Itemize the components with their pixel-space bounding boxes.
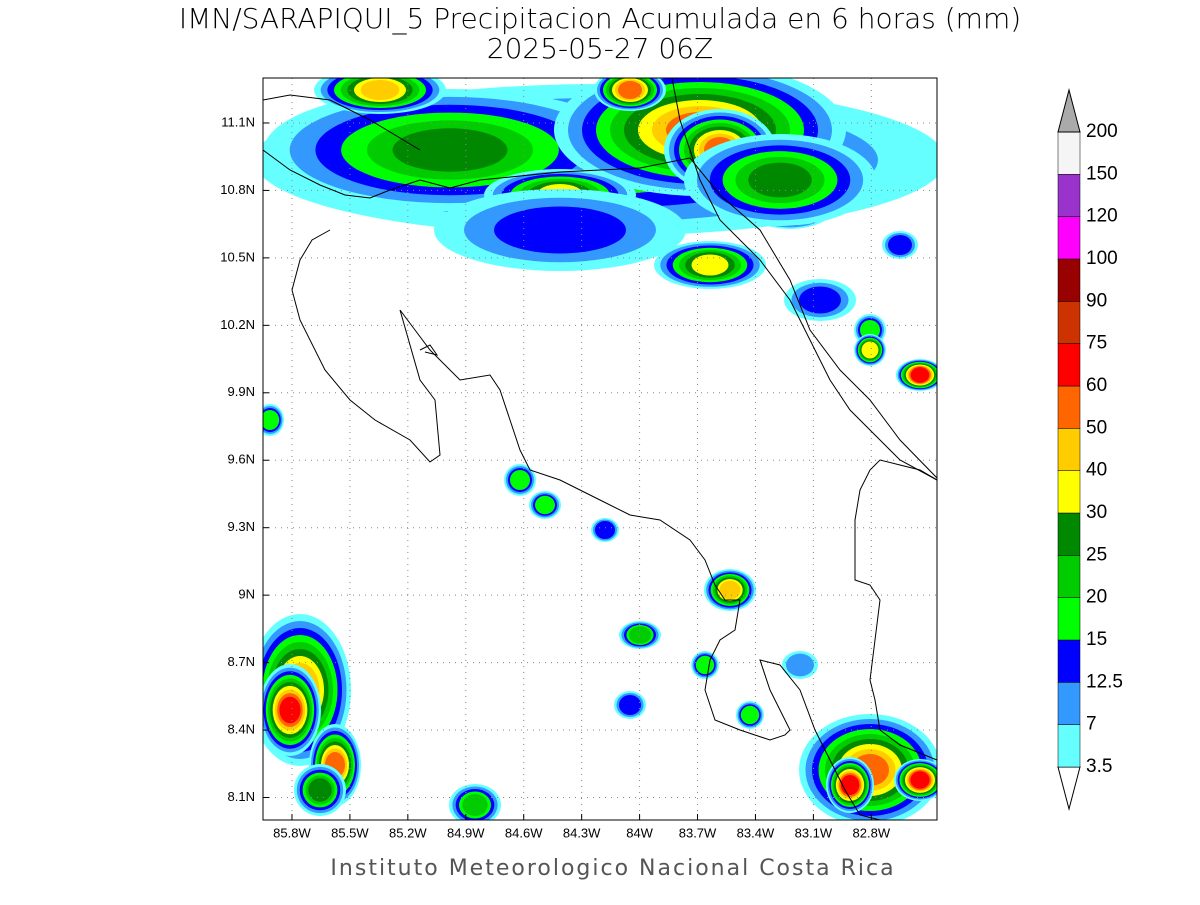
precip-contour: [279, 696, 301, 724]
colorbar-segment: [1057, 470, 1081, 514]
footer: Instituto Meteorologico Nacional Costa R…: [330, 856, 895, 881]
colorbar-label: 50: [1086, 417, 1107, 438]
colorbar-label: 100: [1086, 248, 1118, 269]
y-tick-label: 8.1N: [228, 789, 255, 804]
grid: 85.8W 85.5W 85.2W 84.9W 84.6W 84.3W 84W 83.7W 83…: [220, 78, 937, 840]
precip-contour: [799, 286, 841, 314]
colorbar-label: 25: [1086, 544, 1107, 565]
precip-contour: [719, 580, 741, 600]
x-tick-label: 84.9W: [447, 825, 485, 840]
colorbar-segment: [1057, 301, 1081, 344]
colorbar-label: 75: [1086, 333, 1107, 354]
colorbar: 3.5 7 12.5 15 20 25 30 40 50 60 75 90 100 120 150 200: [1057, 88, 1123, 811]
chart-subtitle: 2025-05-27 06Z: [487, 32, 713, 65]
coastline: [854, 459, 937, 761]
precip-contour: [619, 695, 641, 715]
precip-contour: [392, 128, 508, 172]
y-tick-label: 9.3N: [228, 519, 255, 534]
y-tick-label: 9.6N: [228, 452, 255, 467]
precip-contour: [595, 521, 615, 539]
colorbar-label: 30: [1086, 502, 1107, 523]
colorbar-segment: [1057, 639, 1081, 683]
precip-contour: [263, 410, 280, 430]
colorbar-label: 40: [1086, 460, 1107, 481]
precip-contour: [910, 367, 930, 383]
y-tick-label: 10.2N: [220, 317, 255, 332]
y-tick-label: 8.7N: [228, 654, 255, 669]
y-tick-label: 8.4N: [228, 721, 255, 736]
colorbar-label: 120: [1086, 206, 1118, 227]
precip-contour: [786, 653, 814, 677]
y-tick-label: 9.9N: [228, 384, 255, 399]
coastlines: [263, 78, 937, 820]
x-tick-label: 84W: [626, 825, 653, 840]
x-tick-label: 83.1W: [795, 825, 833, 840]
x-tick-label: 83.7W: [679, 825, 717, 840]
colorbar-segment: [1057, 258, 1081, 302]
colorbar-segment: [1057, 131, 1081, 175]
colorbar-segment: [1057, 343, 1081, 387]
colorbar-label: 60: [1086, 375, 1107, 396]
colorbar-label: 12.5: [1086, 671, 1123, 692]
precip-contour: [618, 81, 642, 99]
precip-contour: [691, 254, 729, 276]
coastline: [671, 78, 937, 481]
colorbar-label: 15: [1086, 629, 1107, 650]
coastline: [419, 344, 439, 356]
precip-contour: [888, 235, 912, 255]
precip-contour: [840, 775, 860, 795]
precip-field: [263, 78, 937, 820]
colorbar-label: 20: [1086, 587, 1107, 608]
x-tick-label: 83.4W: [737, 825, 775, 840]
colorbar-label: 7: [1086, 714, 1097, 735]
y-tick-label: 10.8N: [220, 182, 255, 197]
coastline: [263, 149, 937, 479]
colorbar-segment: [1057, 724, 1081, 768]
colorbar-label: 150: [1086, 163, 1118, 184]
precip-contour: [910, 771, 930, 789]
y-tick-label: 11.1N: [221, 114, 255, 129]
x-tick-label: 84.6W: [505, 825, 543, 840]
x-tick-label: 85.2W: [389, 825, 427, 840]
colorbar-over: [1057, 88, 1081, 133]
precip-contour: [861, 341, 879, 359]
colorbar-segment: [1057, 682, 1081, 725]
x-tick-label: 82.8W: [853, 825, 891, 840]
coastline: [291, 229, 881, 820]
x-tick-label: 84.3W: [563, 825, 601, 840]
precip-contour: [629, 626, 651, 644]
precip-contour: [510, 470, 530, 490]
colorbar-under: [1057, 766, 1081, 811]
precip-contour: [740, 705, 760, 725]
precip-contour: [462, 794, 488, 816]
plot-frame: [262, 77, 938, 821]
colorbar-segment: [1057, 512, 1081, 556]
precip-contour: [308, 778, 332, 802]
y-tick-label: 10.5N: [220, 249, 255, 264]
colorbar-label: 200: [1086, 121, 1118, 142]
precip-contour: [360, 80, 400, 100]
colorbar-label: 3.5: [1086, 756, 1112, 777]
precip-contour: [748, 162, 812, 198]
chart-title: IMN/SARAPIQUI_5 Precipitacion Acumulada …: [179, 2, 1021, 36]
x-tick-label: 85.5W: [331, 825, 369, 840]
precip-contour: [535, 495, 555, 515]
colorbar-segment: [1057, 216, 1081, 260]
colorbar-segment: [1057, 385, 1081, 429]
colorbar-label: 90: [1086, 290, 1107, 311]
y-tick-label: 9N: [238, 587, 255, 602]
colorbar-segment: [1057, 597, 1081, 641]
coastline: [263, 94, 421, 151]
colorbar-segment: [1057, 428, 1081, 471]
precip-contour: [695, 655, 715, 675]
colorbar-segment: [1057, 174, 1081, 217]
colorbar-segment: [1057, 555, 1081, 598]
x-tick-label: 85.8W: [273, 825, 311, 840]
precip-contour: [494, 206, 626, 254]
